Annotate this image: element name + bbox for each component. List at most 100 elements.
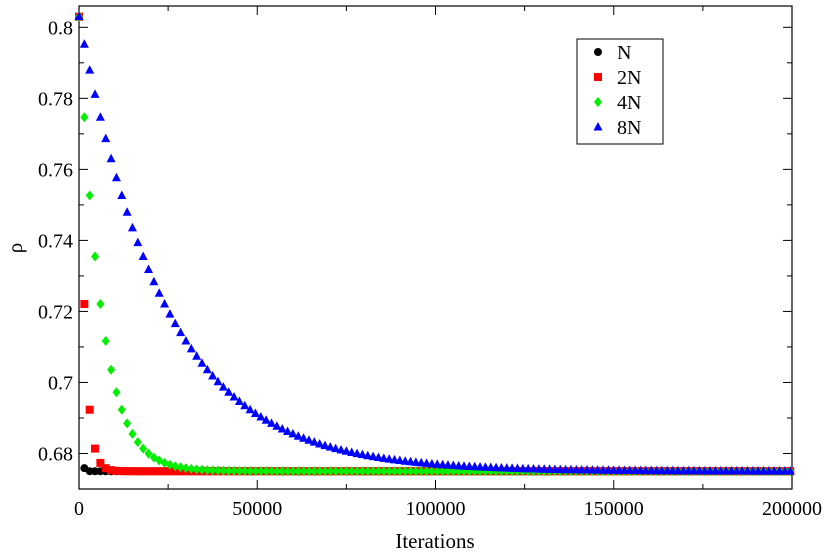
data-point <box>80 300 89 309</box>
data-point <box>374 466 383 477</box>
data-point <box>90 89 100 98</box>
data-point <box>160 467 169 476</box>
data-point <box>144 264 154 274</box>
plot-frame <box>78 5 793 490</box>
data-point <box>139 443 148 454</box>
data-point <box>278 466 287 477</box>
data-point <box>197 464 206 475</box>
data-point <box>401 466 410 477</box>
data-point <box>85 190 94 201</box>
x-tick-label: 0 <box>74 498 84 520</box>
data-point <box>186 343 196 353</box>
data-point <box>267 418 277 427</box>
legend-box <box>576 38 664 145</box>
series-8N <box>74 11 795 475</box>
data-point <box>133 437 142 448</box>
data-point <box>85 65 95 74</box>
data-point <box>219 465 228 476</box>
data-point <box>133 467 142 476</box>
data-point <box>176 462 185 473</box>
data-point <box>112 387 121 398</box>
data-point <box>304 466 313 477</box>
legend-label: 8N <box>617 117 641 139</box>
series-4N <box>75 11 795 477</box>
data-point <box>341 446 351 455</box>
data-point <box>91 444 100 453</box>
data-point <box>122 207 132 216</box>
data-point <box>427 466 436 477</box>
legend-marker <box>594 73 602 81</box>
data-point <box>363 466 372 477</box>
data-point <box>107 364 116 375</box>
data-point <box>251 466 260 477</box>
legend-items: N 2N 4N 8N <box>593 42 641 139</box>
data-point <box>299 466 308 477</box>
data-point <box>85 405 94 414</box>
legend-marker <box>593 122 603 131</box>
data-point <box>230 465 239 476</box>
data-point <box>91 251 100 262</box>
data-point <box>79 39 89 48</box>
data-point <box>192 464 201 475</box>
data-point <box>246 466 255 477</box>
data-point <box>101 336 110 347</box>
x-tick-label: 200000 <box>762 498 822 520</box>
data-point <box>74 11 84 21</box>
data-point <box>369 466 378 477</box>
legend-marker <box>594 97 602 107</box>
data-point <box>117 190 127 200</box>
data-point <box>417 466 426 477</box>
data-point <box>203 465 212 476</box>
data-point <box>304 435 314 444</box>
data-point <box>331 443 341 453</box>
axis-ticks: 0 50000 100000 150000 200000 0.68 0.7 0.72 0.74 0… <box>38 6 822 520</box>
legend-label: N <box>617 42 631 64</box>
data-point <box>208 465 217 476</box>
data-point <box>181 336 191 345</box>
x-tick-label: 50000 <box>232 498 282 520</box>
data-point <box>240 400 250 410</box>
data-point <box>106 153 116 163</box>
data-point <box>181 463 190 474</box>
data-point <box>165 309 175 318</box>
data-point <box>127 222 137 232</box>
data-point <box>272 466 281 477</box>
y-tick-label: 0.76 <box>38 159 73 181</box>
data-point <box>245 404 255 414</box>
data-point <box>400 456 410 465</box>
data-point <box>422 466 431 477</box>
data-point <box>96 299 105 310</box>
data-point <box>438 466 447 477</box>
data-point <box>171 467 180 476</box>
data-point <box>155 467 164 476</box>
data-point <box>288 428 298 438</box>
data-point <box>262 466 271 477</box>
data-point <box>411 466 420 477</box>
data-point <box>357 449 367 459</box>
data-point <box>138 251 148 261</box>
data-point <box>358 466 367 477</box>
data-point <box>154 288 164 297</box>
data-point <box>128 467 137 476</box>
x-axis-label: Iterations <box>395 529 474 552</box>
data-point <box>80 112 89 123</box>
y-tick-label: 0.68 <box>38 443 73 465</box>
data-point <box>144 467 153 476</box>
data-point <box>347 466 356 477</box>
legend-label: 2N <box>617 67 641 89</box>
series-2N <box>75 12 795 476</box>
data-point <box>395 466 404 477</box>
data-point <box>107 466 116 475</box>
data-point <box>315 438 325 448</box>
data-point <box>128 428 137 439</box>
data-point <box>123 418 132 429</box>
data-point <box>320 466 329 477</box>
data-point <box>272 421 282 430</box>
data-point <box>433 466 442 477</box>
data-point <box>117 404 126 415</box>
data-point <box>214 465 223 476</box>
data-point <box>390 454 400 464</box>
data-point <box>385 466 394 477</box>
data-point <box>165 459 174 470</box>
